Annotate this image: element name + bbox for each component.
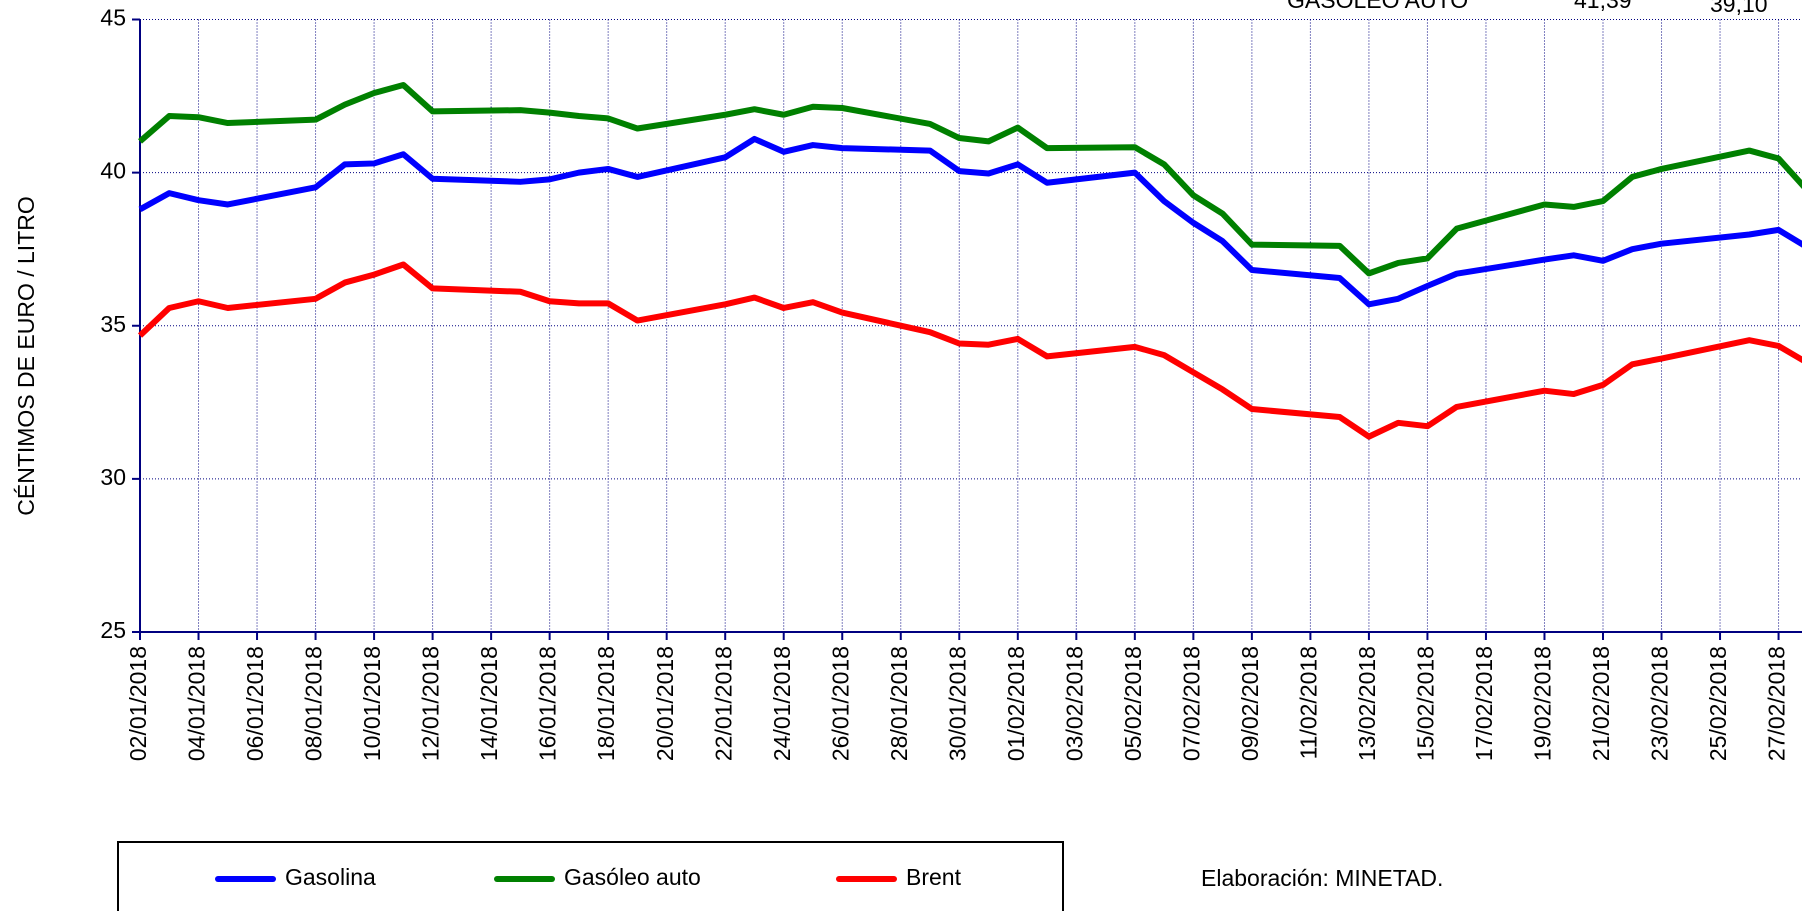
series-line <box>138 82 1802 277</box>
y-tick-label: 25 <box>100 617 126 643</box>
legend-label: Brent <box>906 864 962 890</box>
x-tick-label: 13/02/2018 <box>1354 646 1380 761</box>
legend-label: Gasolina <box>285 864 376 890</box>
x-tick-label: 17/02/2018 <box>1471 646 1497 761</box>
x-tick-label: 06/01/2018 <box>242 646 268 761</box>
x-tick-label: 28/01/2018 <box>886 646 912 761</box>
x-tick-label: 23/02/2018 <box>1647 646 1673 761</box>
x-tick-label: 15/02/2018 <box>1413 646 1439 761</box>
legend-box <box>117 841 1064 911</box>
x-tick-label: 22/01/2018 <box>710 646 736 761</box>
header-fragment: 41,39 <box>1574 0 1632 13</box>
x-tick-label: 03/02/2018 <box>1061 646 1087 761</box>
header-fragment: GASÓLEO AUTO <box>1287 0 1468 13</box>
x-tick-label: 21/02/2018 <box>1588 646 1614 761</box>
header-fragment: 39,10 <box>1710 0 1768 17</box>
x-tick-label: 11/02/2018 <box>1295 646 1321 759</box>
y-tick-label: 45 <box>100 5 126 31</box>
x-tick-label: 01/02/2018 <box>1003 646 1029 761</box>
x-tick-label: 05/02/2018 <box>1120 646 1146 761</box>
x-tick-label: 02/01/2018 <box>125 646 151 761</box>
y-tick-label: 35 <box>100 311 126 337</box>
source-note: Elaboración: MINETAD. <box>1201 865 1443 891</box>
x-tick-label: 30/01/2018 <box>944 646 970 761</box>
x-tick-label: 08/01/2018 <box>301 646 327 761</box>
x-tick-label: 26/01/2018 <box>827 646 853 761</box>
y-axis-label: CÉNTIMOS DE EURO / LITRO <box>13 196 39 515</box>
x-tick-label: 27/02/2018 <box>1764 646 1790 761</box>
x-tick-label: 25/02/2018 <box>1705 646 1731 761</box>
x-tick-label: 10/01/2018 <box>359 646 385 761</box>
x-tick-label: 20/01/2018 <box>652 646 678 761</box>
x-tick-label: 04/01/2018 <box>184 646 210 761</box>
series-line <box>138 135 1802 308</box>
y-tick-label: 30 <box>100 464 126 490</box>
x-tick-label: 09/02/2018 <box>1237 646 1263 761</box>
series-line <box>137 261 1802 440</box>
y-tick-label: 40 <box>100 158 126 184</box>
x-tick-label: 24/01/2018 <box>769 646 795 761</box>
x-tick-label: 18/01/2018 <box>593 646 619 761</box>
x-tick-label: 12/01/2018 <box>418 646 444 761</box>
x-tick-label: 14/01/2018 <box>476 646 502 761</box>
x-tick-label: 07/02/2018 <box>1178 646 1204 761</box>
x-tick-label: 19/02/2018 <box>1530 646 1556 761</box>
x-tick-label: 16/01/2018 <box>535 646 561 761</box>
legend-label: Gasóleo auto <box>564 864 701 890</box>
